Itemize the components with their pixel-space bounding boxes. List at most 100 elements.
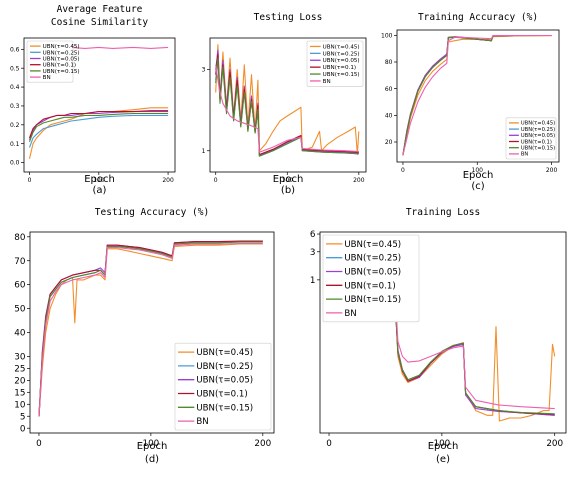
- series-line-2: [28, 114, 169, 148]
- y-tick-label: 0.0: [10, 160, 20, 167]
- legend-label: UBN(τ=0.1): [344, 281, 395, 291]
- series-lines: [402, 34, 552, 156]
- panel-sublabel: (c): [471, 181, 484, 192]
- legend-label: UBN(τ=0.1): [43, 63, 76, 69]
- panel-sublabel: (d): [145, 454, 159, 465]
- legend-box: [174, 342, 272, 431]
- y-tick-label: 1: [202, 148, 206, 155]
- x-tick-label: 0: [401, 167, 405, 174]
- y-tick-label: 3: [202, 67, 206, 74]
- legend: UBN(τ=0.45) UBN(τ=0.25) UBN(τ=0.05) UBN(τ=0…: [322, 234, 420, 323]
- legend-label: UBN(τ=0.45): [521, 121, 555, 127]
- x-tick-label: 200: [254, 439, 271, 449]
- y-tick-label: 0.4: [10, 84, 20, 91]
- series-line-1: [215, 44, 360, 156]
- y-tick-label: 50: [14, 305, 26, 315]
- legend: UBN(τ=0.45) UBN(τ=0.25) UBN(τ=0.05) UBN(τ=0…: [174, 342, 272, 431]
- y-tick-label: 10: [14, 400, 26, 410]
- panel-sublabel: (a): [93, 185, 107, 196]
- x-tick-label: 100: [282, 177, 294, 184]
- series-lines: [28, 45, 169, 159]
- legend-label: UBN(τ=0.15): [521, 146, 555, 152]
- y-tick-label: 0.1: [10, 141, 20, 148]
- panel-sublabel: (e): [436, 454, 450, 465]
- legend-label: UBN(τ=0.45): [344, 240, 401, 250]
- x-tick-label: 200: [546, 439, 563, 449]
- x-axis-label: Epoch: [273, 174, 304, 185]
- chart-panel-b: Testing Loss 0 100 200 1 3 Epoch(b) UBN(τ=0.45)…: [202, 12, 367, 196]
- x-tick-label: 100: [142, 439, 159, 449]
- legend-label: UBN(τ=0.05): [196, 376, 253, 386]
- chart-panel-a: Average Feature Cosine Similarity 0 100 200 0…: [10, 4, 176, 196]
- legend-label: UBN(τ=0.25): [344, 254, 401, 264]
- series-line-6: [38, 242, 263, 417]
- y-tick-label: 1: [310, 276, 316, 286]
- y-tick-label: 30: [14, 353, 26, 363]
- legend-label: UBN(τ=0.15): [196, 403, 253, 413]
- y-tick-label: 20: [385, 139, 393, 146]
- y-tick-label: 80: [385, 59, 393, 66]
- series-line-6: [402, 34, 552, 156]
- plot-frame: [319, 231, 567, 434]
- series-line-1: [28, 107, 169, 159]
- x-axis-label: Epoch: [84, 174, 115, 185]
- x-tick-label: 0: [214, 177, 218, 184]
- legend-label: UBN(τ=0.15): [344, 295, 401, 305]
- x-tick-label: 0: [326, 439, 332, 449]
- legend: UBN(τ=0.45)UBN(τ=0.25)UBN(τ=0.05)UBN(τ=0…: [26, 40, 80, 83]
- legend-label: BN: [196, 417, 208, 427]
- legend-box: [26, 40, 74, 83]
- legend-label: BN: [344, 309, 356, 319]
- legend-box: [306, 40, 364, 87]
- panel-sublabel: (b): [281, 185, 295, 196]
- plot-frame: [23, 37, 176, 173]
- y-tick-label: 60: [14, 281, 26, 291]
- legend-box: [322, 234, 420, 323]
- legend-label: UBN(τ=0.25): [521, 127, 555, 133]
- x-tick-label: 100: [93, 177, 105, 184]
- legend-label: UBN(τ=0.15): [43, 69, 80, 75]
- series-lines: [38, 240, 263, 417]
- x-tick-label: 100: [433, 439, 450, 449]
- chart-title: Cosine Similarity: [51, 17, 149, 28]
- plot-frame: [396, 29, 560, 163]
- x-axis-label: Epoch: [463, 170, 494, 181]
- legend-label: UBN(τ=0.25): [43, 50, 80, 56]
- x-tick-label: 100: [472, 167, 484, 174]
- legend-label: UBN(τ=0.1): [521, 139, 552, 145]
- plot-frame: [209, 37, 367, 173]
- legend-label: UBN(τ=0.05): [323, 58, 360, 64]
- legend-label: UBN(τ=0.45): [323, 44, 360, 50]
- x-axis-label: Epoch: [137, 441, 168, 452]
- legend-label: UBN(τ=0.05): [43, 56, 80, 62]
- chart-title: Average Feature: [57, 4, 143, 15]
- legend-label: UBN(τ=0.1): [323, 65, 356, 71]
- x-tick-label: 200: [162, 177, 174, 184]
- legend-label: UBN(τ=0.45): [196, 348, 253, 358]
- chart-title: Training Loss: [406, 207, 480, 218]
- legend-label: BN: [43, 75, 51, 81]
- y-tick-label: 0.2: [10, 122, 20, 129]
- y-tick-label: 40: [385, 112, 393, 119]
- chart-title: Training Accuracy (%): [418, 12, 538, 23]
- y-tick-label: 25: [14, 364, 25, 374]
- chart-title: Testing Accuracy (%): [95, 207, 209, 218]
- legend-label: UBN(τ=0.25): [196, 362, 253, 372]
- y-tick-label: 0.6: [10, 46, 20, 53]
- series-line-5: [28, 112, 169, 142]
- y-tick-label: 0.3: [10, 103, 20, 110]
- chart-panel-e: Training Loss 0 100 200 1 3 6 Epoch (e) UBN(τ=0.4…: [310, 207, 567, 465]
- y-tick-label: 20: [14, 376, 26, 386]
- x-tick-label: 200: [353, 177, 365, 184]
- series-lines: [215, 44, 360, 157]
- series-line-6: [215, 64, 359, 153]
- chart-title: Testing Loss: [254, 12, 323, 23]
- y-tick-label: 70: [14, 257, 26, 267]
- legend: UBN(τ=0.45)UBN(τ=0.25)UBN(τ=0.05)UBN(τ=0…: [306, 40, 364, 87]
- legend-label: UBN(τ=0.05): [521, 133, 555, 139]
- y-tick-label: 80: [14, 233, 26, 243]
- legend-label: UBN(τ=0.05): [344, 268, 401, 278]
- legend: UBN(τ=0.45)UBN(τ=0.25)UBN(τ=0.05)UBN(τ=0…: [505, 117, 557, 160]
